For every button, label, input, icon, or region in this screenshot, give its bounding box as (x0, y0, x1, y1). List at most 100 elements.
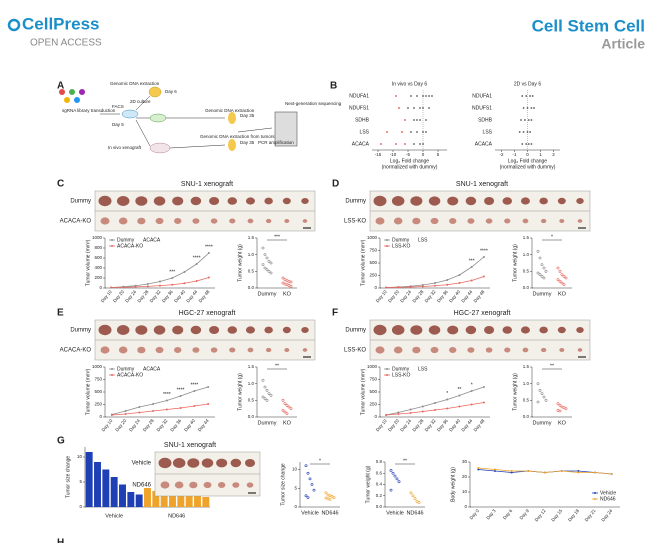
data-point (538, 273, 542, 277)
schematic-text: Genomic DNA extraction from tumors (200, 134, 275, 139)
x-tick-label: Dummy (533, 291, 552, 297)
series-line (386, 402, 484, 416)
tumor-image (465, 196, 477, 206)
data-point (538, 388, 542, 392)
tumor-image (227, 197, 238, 205)
data-point (446, 398, 449, 401)
x-tick-label: Day 9 (519, 508, 531, 521)
tumor-image (189, 481, 198, 489)
data-point (525, 143, 528, 145)
data-point (409, 491, 413, 495)
x-tick-label: ND646 (321, 510, 338, 516)
bar (119, 484, 126, 507)
data-point (289, 284, 293, 288)
data-point (324, 491, 328, 495)
tumor-image (232, 482, 240, 488)
data-point (397, 411, 400, 414)
data-point (521, 143, 524, 145)
significance: **** (205, 244, 213, 250)
x-tick-label: Day 28 (136, 289, 149, 304)
y-tick-label: 250 (369, 273, 377, 278)
data-point (422, 95, 424, 97)
data-point (332, 496, 336, 500)
data-point (529, 131, 531, 133)
panel-label: F (332, 308, 338, 319)
data-point (265, 388, 269, 392)
tumor-image (302, 348, 308, 352)
y-tick-label: 5 (79, 479, 82, 484)
tumor-image (100, 346, 110, 354)
data-point (306, 471, 310, 475)
y-tick-label: 600 (94, 255, 102, 260)
data-point (267, 392, 271, 396)
data-point (267, 269, 271, 273)
tube (228, 112, 236, 124)
data-point (470, 279, 473, 282)
x-tick-label: Day 28 (411, 418, 424, 433)
legend-marker (111, 374, 113, 376)
tumor-image (301, 198, 309, 204)
gene-label: SDHB (478, 117, 493, 123)
data-point (530, 107, 533, 109)
y-tick-label: 500 (369, 389, 377, 394)
gene-label: SDHB (355, 117, 370, 123)
data-point (146, 285, 149, 288)
data-point (413, 107, 415, 109)
tumor-image (210, 347, 218, 353)
data-point (397, 480, 401, 484)
data-point (564, 276, 568, 280)
tumor-image (502, 326, 513, 334)
schematic-text: FACS (112, 104, 124, 109)
data-point (289, 407, 293, 411)
legend-title: LSS (418, 366, 428, 372)
tumor-image (192, 218, 200, 224)
schematic-text: Next-generation sequencing (285, 101, 342, 106)
y-axis-label: Tumor weight (g) (512, 373, 518, 411)
panel-title: SNU-1 xenograft (456, 181, 508, 188)
x-tick-label: 0 (526, 152, 529, 157)
row-label: LSS-KO (344, 348, 366, 354)
y-axis-label: Tumor weight (g) (512, 244, 518, 282)
tumor-image (539, 326, 548, 334)
data-point (289, 280, 293, 284)
data-point (281, 398, 285, 402)
y-axis-label: Tumor weight (g) (365, 465, 371, 503)
tumor-image (229, 347, 236, 353)
legend-label: ND646 (600, 496, 616, 502)
tumor-image (375, 217, 385, 225)
tube (228, 139, 236, 151)
data-point (434, 409, 436, 411)
significance: ** (550, 363, 554, 369)
data-point (207, 276, 210, 279)
data-point (562, 283, 566, 287)
virus-icon (74, 97, 80, 103)
significance: **** (480, 248, 488, 254)
y-tick-label: 1000 (367, 364, 378, 369)
x-tick-label: 0 (422, 152, 425, 157)
tumor-image (393, 217, 403, 225)
data-point (494, 468, 496, 471)
x-tick-label: Day 32 (424, 418, 437, 433)
data-point (134, 285, 137, 288)
data-point (152, 410, 155, 412)
data-point (417, 501, 421, 504)
gene-label: LSS (360, 129, 370, 135)
y-tick-label: 30 (462, 459, 468, 464)
y-tick-label: 10 (462, 489, 468, 494)
row-label: Dummy (345, 328, 366, 334)
data-point (261, 246, 265, 250)
tumor-image (391, 325, 405, 335)
arrow (169, 144, 226, 149)
data-point (425, 95, 427, 97)
y-tick-label: 750 (94, 377, 102, 382)
data-point (458, 274, 461, 276)
tumor-image (375, 346, 385, 354)
virus-icon (59, 89, 65, 95)
x-tick-label: Day 20 (387, 418, 400, 433)
x-tick-label: Day 10 (375, 289, 388, 304)
y-tick-label: 5 (294, 485, 297, 490)
tumor-image (247, 347, 254, 353)
y-tick-label: 0.0 (523, 414, 530, 419)
data-point (263, 266, 267, 270)
x-tick-label: Day 36 (436, 289, 449, 304)
